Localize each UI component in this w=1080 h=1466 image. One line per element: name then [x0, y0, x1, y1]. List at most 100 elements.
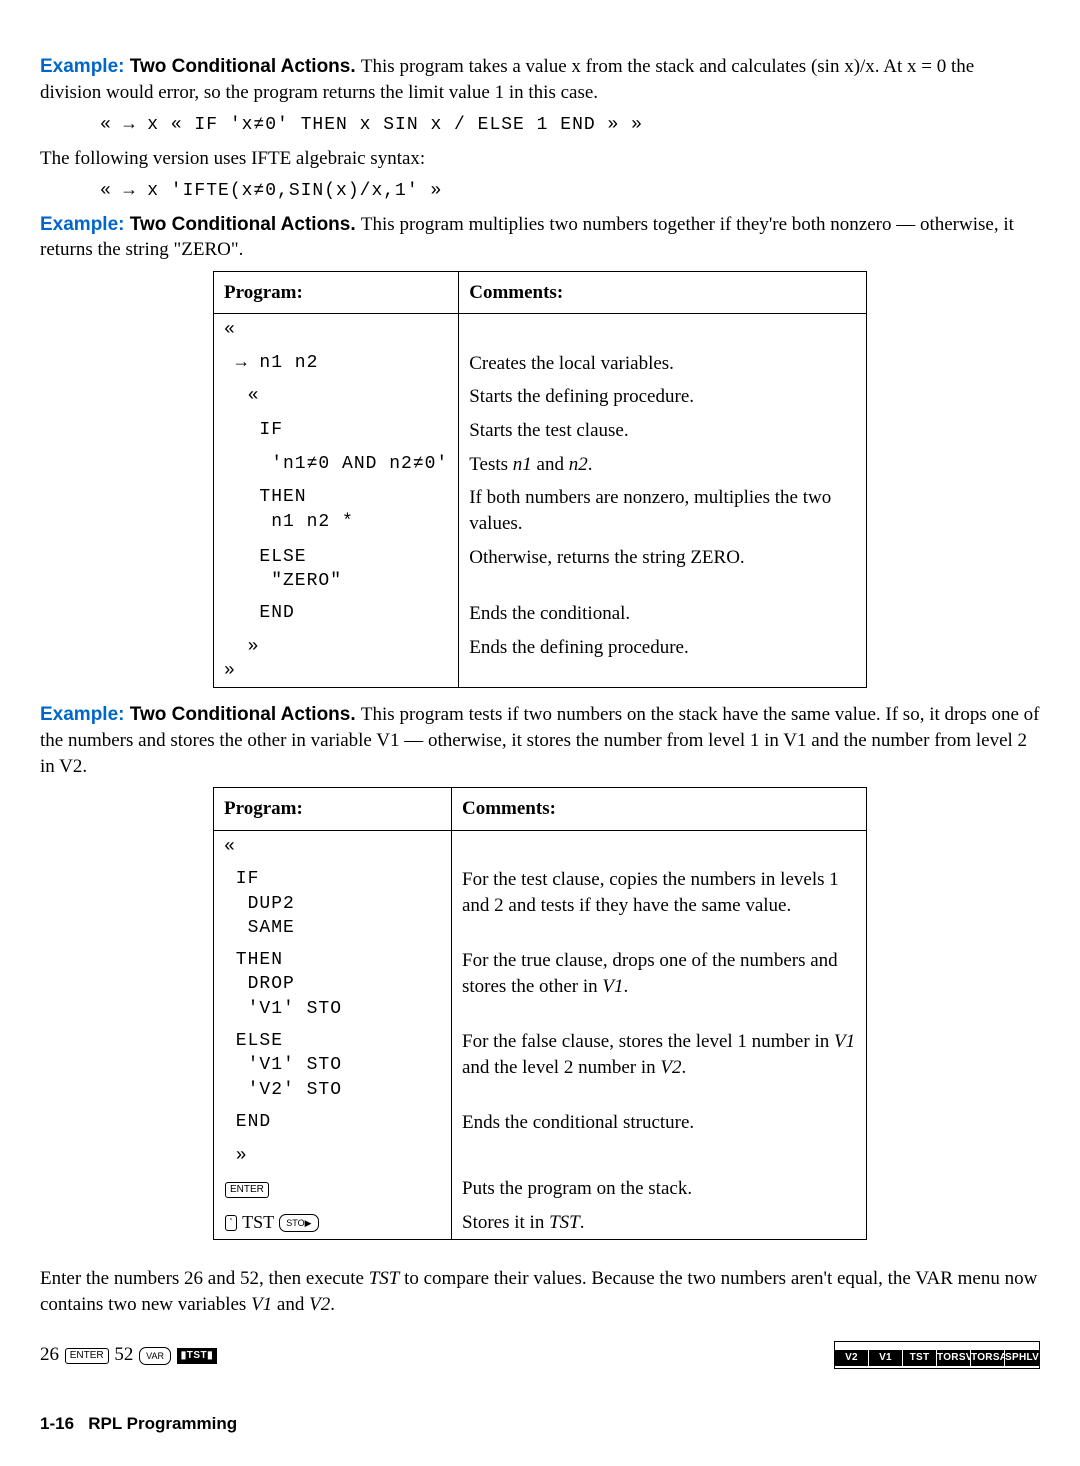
- program-cell: » »: [214, 631, 459, 688]
- program-cell: → n1 n2: [214, 347, 459, 381]
- comment-cell: For the true clause, drops one of the nu…: [452, 944, 867, 1025]
- sto-key: STO▶: [279, 1214, 318, 1232]
- page-number: 1-16: [40, 1414, 74, 1433]
- table-row: IFStarts the test clause.: [214, 414, 867, 448]
- example2-title: Two Conditional Actions.: [130, 214, 356, 235]
- softkey-cell: V2: [835, 1350, 869, 1366]
- example2-para: Example: Two Conditional Actions. This p…: [40, 212, 1040, 263]
- table-row: IF DUP2 SAMEFor the test clause, copies …: [214, 863, 867, 944]
- table-header-row: Program: Comments:: [214, 271, 867, 314]
- softkey-cell: TORSA: [971, 1350, 1005, 1366]
- program-cell: ELSE "ZERO": [214, 541, 459, 598]
- table-row: ENDEnds the conditional structure.: [214, 1106, 867, 1140]
- comment-cell: Ends the defining procedure.: [459, 631, 867, 688]
- program-header: Program:: [214, 271, 459, 314]
- program-cell: ENTER: [214, 1172, 452, 1206]
- program-cell: ELSE 'V1' STO 'V2' STO: [214, 1025, 452, 1106]
- example1-code: « → x « IF 'x≠0' THEN x SIN x / ELSE 1 E…: [100, 113, 1040, 137]
- comment-cell: If both numbers are nonzero, multiplies …: [459, 481, 867, 540]
- comment-cell: Puts the program on the stack.: [452, 1172, 867, 1206]
- table-row: ENDEnds the conditional.: [214, 597, 867, 631]
- program-cell: IF: [214, 414, 459, 448]
- program-cell: THEN DROP 'V1' STO: [214, 944, 452, 1025]
- softkey-cell: TST: [903, 1350, 937, 1366]
- program-cell: «: [214, 830, 452, 863]
- comment-cell: [459, 314, 867, 347]
- program-cell: 'n1≠0 AND n2≠0': [214, 448, 459, 482]
- trailing-post: .: [330, 1294, 335, 1315]
- example-word: Example:: [40, 214, 124, 235]
- program-header: Program:: [214, 788, 452, 831]
- table-row: THEN DROP 'V1' STOFor the true clause, d…: [214, 944, 867, 1025]
- table-row: THEN n1 n2 *If both numbers are nonzero,…: [214, 481, 867, 540]
- table-row: ELSE 'V1' STO 'V2' STOFor the false clau…: [214, 1025, 867, 1106]
- softkey-cell: SPHLV: [1005, 1350, 1039, 1366]
- example1-para2: The following version uses IFTE algebrai…: [40, 146, 1040, 172]
- table-header-row: Program: Comments:: [214, 788, 867, 831]
- example1-code2: « → x 'IFTE(x≠0,SIN(x)/x,1' »: [100, 179, 1040, 203]
- program-cell: ' TST STO▶: [214, 1206, 452, 1240]
- example1-title: Two Conditional Actions.: [130, 56, 356, 77]
- comment-cell: For the false clause, stores the level 1…: [452, 1025, 867, 1106]
- bottom-row: 26 ENTER 52 VAR ▮TST▮ V2V1TSTTORSVTORSAS…: [40, 1341, 1040, 1369]
- example2-table: Program: Comments: « → n1 n2Creates the …: [213, 271, 867, 689]
- num-26: 26: [40, 1344, 59, 1365]
- trailing-i3: V2: [309, 1294, 330, 1315]
- page-footer: 1-16 RPL Programming: [40, 1413, 1040, 1436]
- trailing-pre: Enter the numbers 26 and 52, then execut…: [40, 1268, 369, 1289]
- comment-cell: [452, 830, 867, 863]
- program-cell: END: [214, 597, 459, 631]
- table-row: »: [214, 1140, 867, 1172]
- example1-para: Example: Two Conditional Actions. This p…: [40, 54, 1040, 105]
- table-row: «: [214, 314, 867, 347]
- example3-title: Two Conditional Actions.: [130, 704, 356, 725]
- table-row: «: [214, 830, 867, 863]
- example-word: Example:: [40, 56, 124, 77]
- table-row: ' TST STO▶Stores it in TST.: [214, 1206, 867, 1240]
- table-row: 'n1≠0 AND n2≠0'Tests n1 and n2.: [214, 448, 867, 482]
- trailing-para: Enter the numbers 26 and 52, then execut…: [40, 1266, 1040, 1317]
- program-cell: END: [214, 1106, 452, 1140]
- tick-key: ': [225, 1215, 237, 1231]
- table-row: ELSE "ZERO"Otherwise, returns the string…: [214, 541, 867, 598]
- softkey-cell: V1: [869, 1350, 903, 1366]
- program-cell: «: [214, 380, 459, 414]
- comment-cell: Starts the defining procedure.: [459, 380, 867, 414]
- comment-cell: Creates the local variables.: [459, 347, 867, 381]
- table-row: ENTER Puts the program on the stack.: [214, 1172, 867, 1206]
- table-row: «Starts the defining procedure.: [214, 380, 867, 414]
- program-cell: »: [214, 1140, 452, 1172]
- comment-cell: Ends the conditional.: [459, 597, 867, 631]
- comment-cell: [452, 1140, 867, 1172]
- comment-cell: Tests n1 and n2.: [459, 448, 867, 482]
- comments-header: Comments:: [452, 788, 867, 831]
- keystroke-left: 26 ENTER 52 VAR ▮TST▮: [40, 1342, 217, 1368]
- table-row: » »Ends the defining procedure.: [214, 631, 867, 688]
- comment-cell: Stores it in TST.: [452, 1206, 867, 1240]
- program-cell: THEN n1 n2 *: [214, 481, 459, 540]
- comment-cell: Starts the test clause.: [459, 414, 867, 448]
- trailing-mid2: and: [272, 1294, 309, 1315]
- example3-label: Example: Two Conditional Actions.: [40, 704, 361, 725]
- tst-softkey: ▮TST▮: [177, 1348, 217, 1364]
- program-cell: IF DUP2 SAME: [214, 863, 452, 944]
- example3-para: Example: Two Conditional Actions. This p…: [40, 702, 1040, 779]
- num-52: 52: [114, 1344, 138, 1365]
- example1-label: Example: Two Conditional Actions.: [40, 56, 361, 77]
- comments-header: Comments:: [459, 271, 867, 314]
- comment-cell: Ends the conditional structure.: [452, 1106, 867, 1140]
- enter-key: ENTER: [65, 1348, 109, 1364]
- comment-cell: For the test clause, copies the numbers …: [452, 863, 867, 944]
- trailing-i2: V1: [251, 1294, 272, 1315]
- trailing-i1: TST: [369, 1268, 400, 1289]
- page-title: RPL Programming: [88, 1414, 237, 1433]
- example-word: Example:: [40, 704, 124, 725]
- var-key: VAR: [139, 1347, 171, 1365]
- program-cell: «: [214, 314, 459, 347]
- softkey-cell: TORSV: [937, 1350, 971, 1366]
- comment-cell: Otherwise, returns the string ZERO.: [459, 541, 867, 598]
- table-row: → n1 n2Creates the local variables.: [214, 347, 867, 381]
- softkey-row-right: V2V1TSTTORSVTORSASPHLV: [834, 1341, 1040, 1369]
- example3-table: Program: Comments: « IF DUP2 SAMEFor the…: [213, 787, 867, 1240]
- enter-key: ENTER: [225, 1182, 269, 1198]
